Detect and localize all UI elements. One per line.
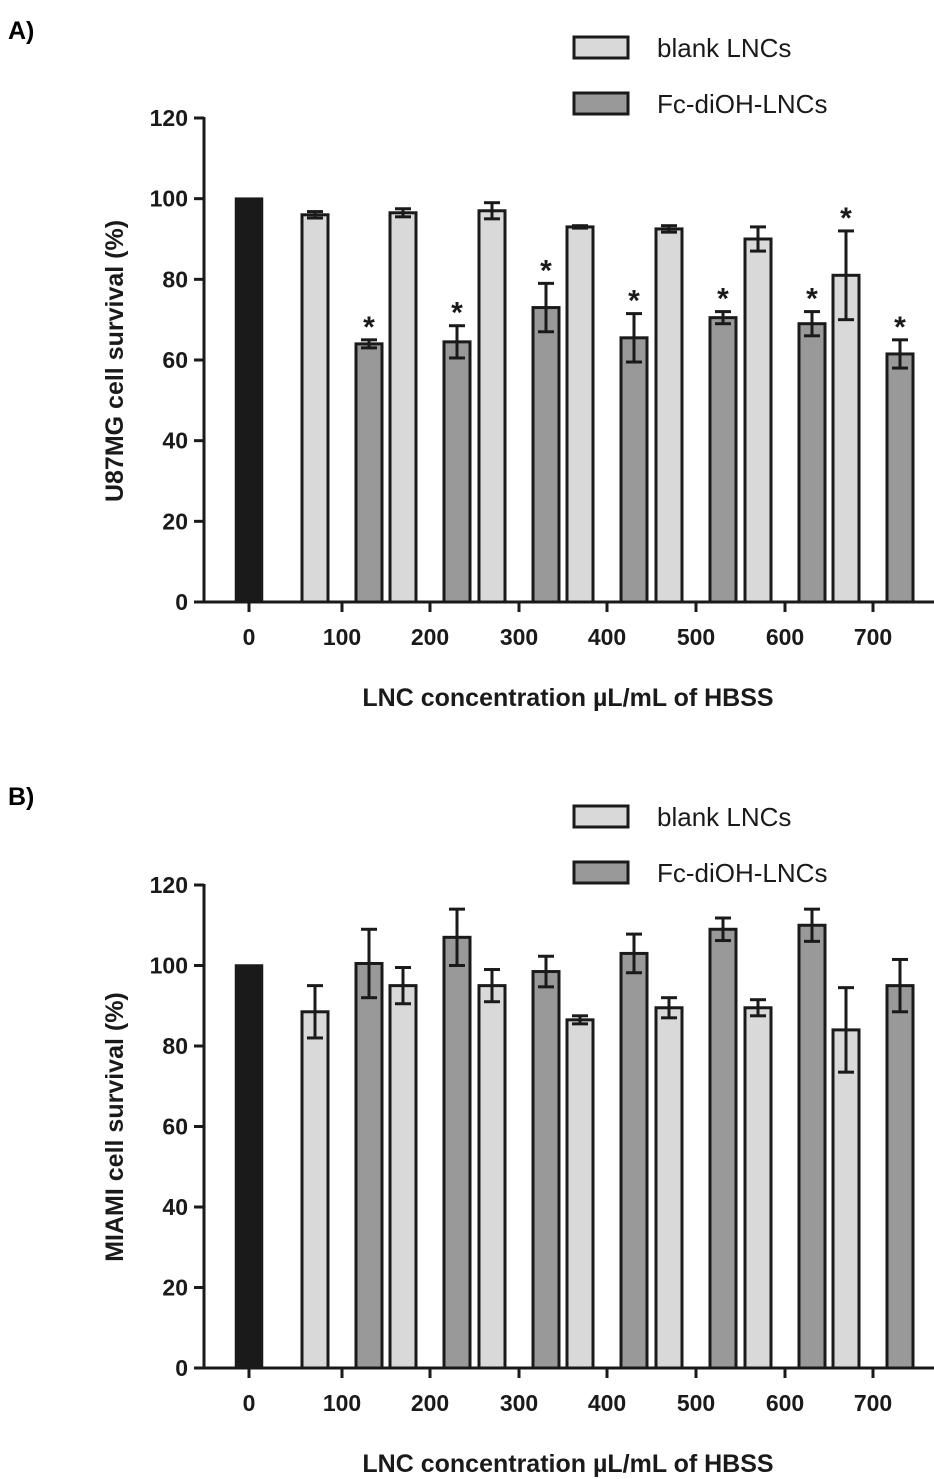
bar-fc-dioh-lncs [442,935,472,1370]
y-tick-label: 20 [162,508,188,534]
y-tick-label: 0 [175,1355,188,1381]
legend-label-blank-lncs: blank LNCs [657,802,791,832]
y-tick-label: 40 [162,1194,188,1220]
x-tick-label: 700 [854,624,892,650]
x-tick-label: 400 [588,1390,626,1416]
bar-control [234,964,264,1370]
bar-blank-lncs [654,227,684,604]
y-tick-label: 60 [162,347,188,373]
panel-b-y-axis-title: MIAMI cell survival (%) [101,992,129,1262]
bar-fc-dioh-lncs [708,927,738,1370]
panel-a-x-axis-title: LNC concentration µL/mL of HBSS [362,684,773,712]
y-tick-label: 100 [150,953,188,979]
bar-blank-lncs [388,984,418,1370]
panel-a-chart: A) blank LNCs Fc-diOH-LNCs U87MG cell su… [8,17,934,712]
significance-star: * [806,283,818,316]
significance-star: * [451,297,463,330]
bar-blank-lncs [743,1006,773,1370]
panel-b-chart: B) blank LNCs Fc-diOH-LNCs MIAMI cell su… [8,783,934,1478]
y-tick-label: 120 [150,105,188,131]
y-tick-label: 80 [162,1033,188,1059]
significance-star: * [840,202,852,235]
y-tick-label: 120 [150,872,188,898]
bar-fc-dioh-lncs [354,342,384,604]
legend-swatch-blank-lncs [572,35,630,60]
bar-blank-lncs [388,211,418,604]
y-tick-label: 20 [162,1275,188,1301]
bar-fc-dioh-lncs [531,970,561,1370]
legend-swatch-fc-dioh-lncs [572,860,630,885]
bar-fc-dioh-lncs [885,984,915,1370]
y-tick-label: 100 [150,186,188,212]
panel-b-legend: blank LNCs Fc-diOH-LNCs [572,802,827,888]
panel-a-label: A) [8,17,34,45]
bar-fc-dioh-lncs [619,951,649,1370]
y-tick-label: 0 [175,589,188,615]
bar-fc-dioh-lncs [708,316,738,604]
x-tick-label: 500 [677,624,715,650]
legend-label-fc-dioh-lncs: Fc-diOH-LNCs [657,89,827,119]
bar-blank-lncs [565,225,595,604]
x-tick-label: 300 [500,624,538,650]
bar-blank-lncs [831,1028,861,1370]
bar-fc-dioh-lncs [442,340,472,604]
x-tick-label: 700 [854,1390,892,1416]
significance-star: * [540,254,552,287]
bar-fc-dioh-lncs [531,306,561,604]
panel-b-label: B) [8,783,34,811]
panel-a-y-axis-title: U87MG cell survival (%) [101,220,129,502]
bar-blank-lncs [300,1010,330,1370]
panel-a-plot-area: 0 20 40 60 80 100 120 0 100 200 300 400 500 600 700 * * *… [150,105,934,650]
legend-swatch-fc-dioh-lncs [572,91,630,116]
bar-fc-dioh-lncs [354,961,384,1370]
x-tick-label: 300 [500,1390,538,1416]
legend-label-fc-dioh-lncs: Fc-diOH-LNCs [657,858,827,888]
x-tick-label: 600 [766,624,804,650]
bar-fc-dioh-lncs [797,923,827,1370]
bar-fc-dioh-lncs [619,336,649,604]
bar-fc-dioh-lncs [797,322,827,604]
significance-star: * [894,311,906,344]
legend-label-blank-lncs: blank LNCs [657,33,791,63]
bar-blank-lncs [477,209,507,604]
significance-star: * [717,283,729,316]
bar-blank-lncs [477,984,507,1370]
y-tick-label: 80 [162,266,188,292]
x-tick-label: 0 [243,1390,256,1416]
x-tick-label: 100 [323,1390,361,1416]
bar-control [234,197,264,604]
x-tick-label: 500 [677,1390,715,1416]
bar-blank-lncs [565,1018,595,1370]
bar-blank-lncs [654,1006,684,1370]
x-tick-label: 0 [243,624,256,650]
x-tick-label: 100 [323,624,361,650]
significance-star: * [363,311,375,344]
x-tick-label: 400 [588,624,626,650]
panel-b-x-axis-title: LNC concentration µL/mL of HBSS [362,1450,773,1478]
y-tick-label: 60 [162,1114,188,1140]
significance-star: * [628,285,640,318]
panel-b-plot-area: 0 20 40 60 80 100 120 0 100 200 300 400 500 600 700 [150,872,934,1416]
panel-a-legend: blank LNCs Fc-diOH-LNCs [572,33,827,119]
bar-blank-lncs [300,213,330,604]
x-tick-label: 200 [411,624,449,650]
bar-blank-lncs [831,273,861,604]
legend-swatch-blank-lncs [572,804,630,829]
bar-fc-dioh-lncs [885,352,915,604]
y-tick-label: 40 [162,428,188,454]
bar-blank-lncs [743,237,773,604]
x-tick-label: 600 [766,1390,804,1416]
x-tick-label: 200 [411,1390,449,1416]
